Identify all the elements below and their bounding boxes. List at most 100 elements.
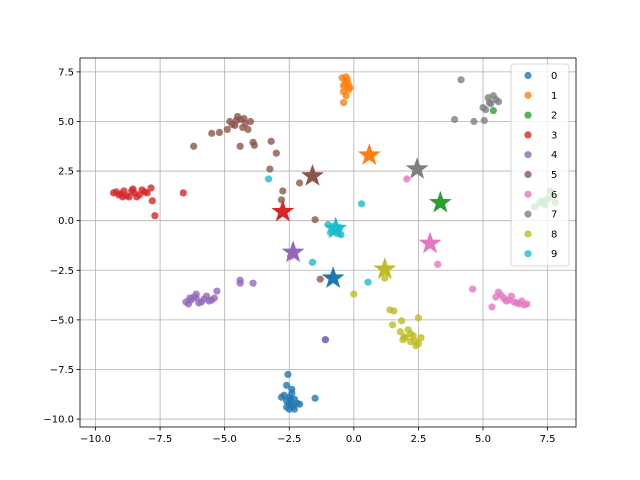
series-5-point [279,187,287,195]
x-axis-ticks: −10.0 −7.5 −5.0 −2.5 0.0 2.5 5.0 7.5 [80,427,556,445]
legend: 0 1 2 3 4 5 6 7 8 9 [510,63,570,267]
series-8-point [388,321,397,329]
series-3-point [151,212,159,220]
series-8-point [381,274,389,282]
series-1-point [339,99,348,107]
legend-label: 2 [551,111,557,122]
legend-marker [524,91,532,99]
plot-frame [79,57,577,428]
series-5-point [277,196,286,204]
series-4-point [195,299,203,307]
series-8-point [414,314,423,322]
series-9-point [264,175,273,183]
series-6-point [488,303,496,311]
y-tick-label: −7.5 [50,365,74,376]
series-6-point [469,285,477,293]
series-5-point [232,116,240,125]
series-0-centroid-star [321,266,345,288]
legend-label: 0 [551,71,557,82]
series-4-point [321,336,330,344]
series-6-point [523,300,531,308]
x-tick-label: −10.0 [80,434,111,445]
legend-marker [524,111,532,119]
x-tick-label: −5.0 [213,434,237,445]
x-tick-label: −2.5 [277,434,301,445]
series-7-point [480,116,488,125]
series-9-centroid-star [324,216,348,239]
series-3-point [119,193,127,201]
series-6-point [403,175,411,183]
series-8-point [407,330,415,338]
legend-marker [524,210,532,218]
series-0-point [311,394,319,402]
x-tick-label: −7.5 [148,434,172,445]
legend-label: 9 [551,249,557,260]
series-1-point [342,73,350,81]
legend-box [510,63,570,267]
y-tick-label: −10.0 [43,415,74,426]
x-tick-label: 5.0 [475,434,491,445]
legend-marker [524,250,532,258]
series-7-point [485,99,494,107]
series-5-point [267,137,275,145]
series-4-point [210,294,218,302]
series-6-point [434,260,442,268]
series-5-point [316,275,324,283]
series-6-point [502,297,510,305]
series-3-point [179,189,187,197]
cluster-centroids [271,143,452,288]
series-5-point [208,129,216,137]
series-7-point [494,98,503,106]
x-tick-label: 0.0 [346,434,362,445]
x-tick-label: 7.5 [540,434,556,445]
series-4-point [236,279,244,287]
series-5-centroid-star [301,164,324,186]
legend-label: 7 [551,210,557,221]
series-5-point [246,117,255,126]
legend-marker [524,151,532,159]
series-7-point [470,117,478,126]
series-4-centroid-star [281,240,305,263]
series-5-point [311,216,319,224]
series-5-point [240,114,248,123]
series-3-point [148,197,156,205]
grid-lines [80,58,576,427]
series-6-point [507,292,516,300]
series-8-point [398,317,406,325]
legend-marker [524,230,532,238]
series-3-point [133,193,141,201]
series-1-point [345,81,353,89]
series-8-point [390,307,398,315]
series-8-point [417,334,425,342]
series-0-point [284,370,292,379]
series-2-centroid-star [428,190,452,213]
legend-marker [524,131,532,139]
x-tick-label: 2.5 [410,434,426,445]
series-8-point [396,328,404,336]
series-8-point [400,333,408,341]
y-tick-label: −2.5 [50,266,74,277]
series-7-point [457,76,465,84]
series-6-point [492,293,500,301]
y-tick-label: 5.0 [58,117,74,128]
series-9-point [357,200,366,208]
legend-label: 8 [551,229,557,240]
series-1-point [342,92,350,100]
series-0-point [289,402,297,410]
series-2-point [489,106,497,115]
series-5-point [272,149,280,157]
y-axis-ticks: −10.0 −7.5 −5.0 −2.5 0.0 2.5 5.0 7.5 [43,67,80,426]
series-3-centroid-star [271,199,295,222]
series-0-point [286,395,295,403]
y-tick-label: 0.0 [58,216,74,227]
series-5-point [250,141,258,149]
y-tick-label: 2.5 [58,167,74,178]
series-5-point [244,125,252,134]
series-3-point [143,189,151,197]
series-8-centroid-star [373,257,397,279]
series-8-point [410,337,419,345]
y-tick-label: −5.0 [50,315,74,326]
series-4-point [186,294,194,302]
series-0-point [277,393,286,401]
series-0-point [283,381,291,389]
